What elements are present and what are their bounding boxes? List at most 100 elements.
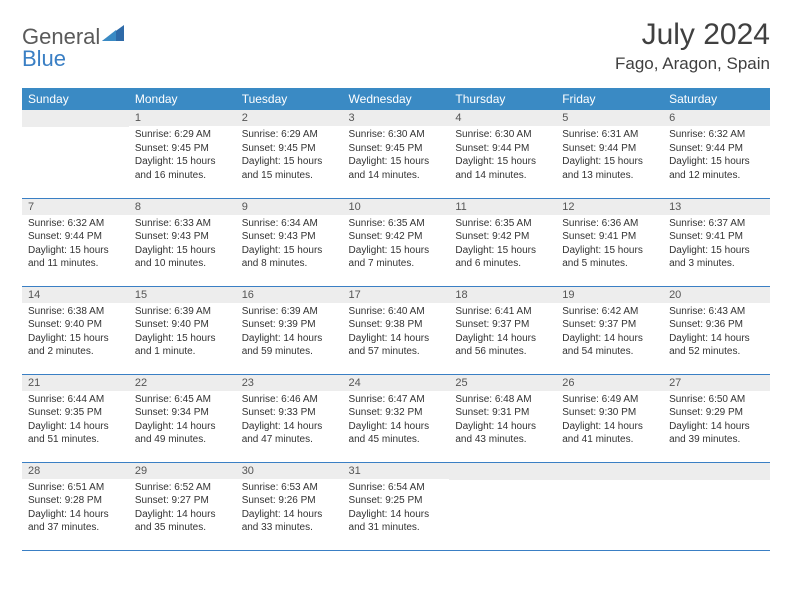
daylight-text: Daylight: 14 hours and 59 minutes. [242, 332, 337, 359]
sunset-text: Sunset: 9:44 PM [28, 230, 123, 244]
day-details: Sunrise: 6:39 AMSunset: 9:39 PMDaylight:… [236, 303, 343, 363]
day-details: Sunrise: 6:42 AMSunset: 9:37 PMDaylight:… [556, 303, 663, 363]
sunset-text: Sunset: 9:45 PM [135, 142, 230, 156]
weekday-header: Friday [556, 88, 663, 110]
day-details: Sunrise: 6:46 AMSunset: 9:33 PMDaylight:… [236, 391, 343, 451]
day-number: 15 [129, 287, 236, 303]
calendar-week-row: 28Sunrise: 6:51 AMSunset: 9:28 PMDayligh… [22, 462, 770, 550]
day-number: 17 [343, 287, 450, 303]
day-number: 8 [129, 199, 236, 215]
sunrise-text: Sunrise: 6:43 AM [669, 305, 764, 319]
calendar-day-cell: 23Sunrise: 6:46 AMSunset: 9:33 PMDayligh… [236, 374, 343, 462]
calendar-day-cell: 30Sunrise: 6:53 AMSunset: 9:26 PMDayligh… [236, 462, 343, 550]
day-details: Sunrise: 6:47 AMSunset: 9:32 PMDaylight:… [343, 391, 450, 451]
sunrise-text: Sunrise: 6:40 AM [349, 305, 444, 319]
day-details: Sunrise: 6:40 AMSunset: 9:38 PMDaylight:… [343, 303, 450, 363]
sunrise-text: Sunrise: 6:45 AM [135, 393, 230, 407]
calendar-day-cell: 24Sunrise: 6:47 AMSunset: 9:32 PMDayligh… [343, 374, 450, 462]
daylight-text: Daylight: 14 hours and 45 minutes. [349, 420, 444, 447]
day-number [22, 110, 129, 127]
day-number: 2 [236, 110, 343, 126]
sunrise-text: Sunrise: 6:42 AM [562, 305, 657, 319]
sunset-text: Sunset: 9:44 PM [562, 142, 657, 156]
day-details: Sunrise: 6:48 AMSunset: 9:31 PMDaylight:… [449, 391, 556, 451]
daylight-text: Daylight: 14 hours and 49 minutes. [135, 420, 230, 447]
calendar-day-cell: 11Sunrise: 6:35 AMSunset: 9:42 PMDayligh… [449, 198, 556, 286]
sunset-text: Sunset: 9:37 PM [562, 318, 657, 332]
day-number: 22 [129, 375, 236, 391]
calendar-day-cell: 13Sunrise: 6:37 AMSunset: 9:41 PMDayligh… [663, 198, 770, 286]
month-title: July 2024 [615, 18, 770, 52]
day-details: Sunrise: 6:30 AMSunset: 9:45 PMDaylight:… [343, 126, 450, 186]
calendar-empty-cell [449, 462, 556, 550]
sunset-text: Sunset: 9:45 PM [242, 142, 337, 156]
sunrise-text: Sunrise: 6:38 AM [28, 305, 123, 319]
daylight-text: Daylight: 15 hours and 13 minutes. [562, 155, 657, 182]
day-details: Sunrise: 6:29 AMSunset: 9:45 PMDaylight:… [129, 126, 236, 186]
day-number: 9 [236, 199, 343, 215]
sunrise-text: Sunrise: 6:39 AM [135, 305, 230, 319]
day-number: 27 [663, 375, 770, 391]
day-details: Sunrise: 6:38 AMSunset: 9:40 PMDaylight:… [22, 303, 129, 363]
sunset-text: Sunset: 9:42 PM [349, 230, 444, 244]
day-number: 4 [449, 110, 556, 126]
sunset-text: Sunset: 9:44 PM [669, 142, 764, 156]
sunset-text: Sunset: 9:44 PM [455, 142, 550, 156]
day-details: Sunrise: 6:41 AMSunset: 9:37 PMDaylight:… [449, 303, 556, 363]
weekday-header-row: SundayMondayTuesdayWednesdayThursdayFrid… [22, 88, 770, 110]
day-details: Sunrise: 6:32 AMSunset: 9:44 PMDaylight:… [663, 126, 770, 186]
daylight-text: Daylight: 14 hours and 57 minutes. [349, 332, 444, 359]
sunset-text: Sunset: 9:31 PM [455, 406, 550, 420]
day-details: Sunrise: 6:33 AMSunset: 9:43 PMDaylight:… [129, 215, 236, 275]
daylight-text: Daylight: 14 hours and 41 minutes. [562, 420, 657, 447]
sunset-text: Sunset: 9:27 PM [135, 494, 230, 508]
daylight-text: Daylight: 14 hours and 37 minutes. [28, 508, 123, 535]
sunset-text: Sunset: 9:39 PM [242, 318, 337, 332]
day-number: 7 [22, 199, 129, 215]
day-details [556, 480, 663, 486]
sunset-text: Sunset: 9:26 PM [242, 494, 337, 508]
sunset-text: Sunset: 9:32 PM [349, 406, 444, 420]
day-number: 28 [22, 463, 129, 479]
day-details: Sunrise: 6:53 AMSunset: 9:26 PMDaylight:… [236, 479, 343, 539]
calendar-empty-cell [556, 462, 663, 550]
daylight-text: Daylight: 15 hours and 14 minutes. [349, 155, 444, 182]
day-number: 26 [556, 375, 663, 391]
day-number: 3 [343, 110, 450, 126]
calendar-table: SundayMondayTuesdayWednesdayThursdayFrid… [22, 88, 770, 551]
sunrise-text: Sunrise: 6:44 AM [28, 393, 123, 407]
day-details: Sunrise: 6:43 AMSunset: 9:36 PMDaylight:… [663, 303, 770, 363]
sunrise-text: Sunrise: 6:36 AM [562, 217, 657, 231]
calendar-day-cell: 22Sunrise: 6:45 AMSunset: 9:34 PMDayligh… [129, 374, 236, 462]
calendar-day-cell: 20Sunrise: 6:43 AMSunset: 9:36 PMDayligh… [663, 286, 770, 374]
day-details: Sunrise: 6:37 AMSunset: 9:41 PMDaylight:… [663, 215, 770, 275]
calendar-day-cell: 9Sunrise: 6:34 AMSunset: 9:43 PMDaylight… [236, 198, 343, 286]
day-number: 23 [236, 375, 343, 391]
day-number: 14 [22, 287, 129, 303]
calendar-day-cell: 19Sunrise: 6:42 AMSunset: 9:37 PMDayligh… [556, 286, 663, 374]
sunrise-text: Sunrise: 6:47 AM [349, 393, 444, 407]
daylight-text: Daylight: 15 hours and 1 minute. [135, 332, 230, 359]
day-details [22, 127, 129, 133]
calendar-day-cell: 16Sunrise: 6:39 AMSunset: 9:39 PMDayligh… [236, 286, 343, 374]
calendar-day-cell: 3Sunrise: 6:30 AMSunset: 9:45 PMDaylight… [343, 110, 450, 198]
day-details: Sunrise: 6:31 AMSunset: 9:44 PMDaylight:… [556, 126, 663, 186]
sunrise-text: Sunrise: 6:35 AM [455, 217, 550, 231]
sunrise-text: Sunrise: 6:31 AM [562, 128, 657, 142]
day-details: Sunrise: 6:35 AMSunset: 9:42 PMDaylight:… [449, 215, 556, 275]
sunrise-text: Sunrise: 6:30 AM [455, 128, 550, 142]
day-number: 12 [556, 199, 663, 215]
calendar-day-cell: 7Sunrise: 6:32 AMSunset: 9:44 PMDaylight… [22, 198, 129, 286]
day-details: Sunrise: 6:45 AMSunset: 9:34 PMDaylight:… [129, 391, 236, 451]
daylight-text: Daylight: 15 hours and 2 minutes. [28, 332, 123, 359]
daylight-text: Daylight: 15 hours and 16 minutes. [135, 155, 230, 182]
sunrise-text: Sunrise: 6:37 AM [669, 217, 764, 231]
day-number: 25 [449, 375, 556, 391]
sunrise-text: Sunrise: 6:29 AM [242, 128, 337, 142]
day-number: 11 [449, 199, 556, 215]
brand-part2: Blue [22, 46, 66, 71]
calendar-day-cell: 17Sunrise: 6:40 AMSunset: 9:38 PMDayligh… [343, 286, 450, 374]
daylight-text: Daylight: 15 hours and 8 minutes. [242, 244, 337, 271]
calendar-body: 1Sunrise: 6:29 AMSunset: 9:45 PMDaylight… [22, 110, 770, 550]
weekday-header: Saturday [663, 88, 770, 110]
